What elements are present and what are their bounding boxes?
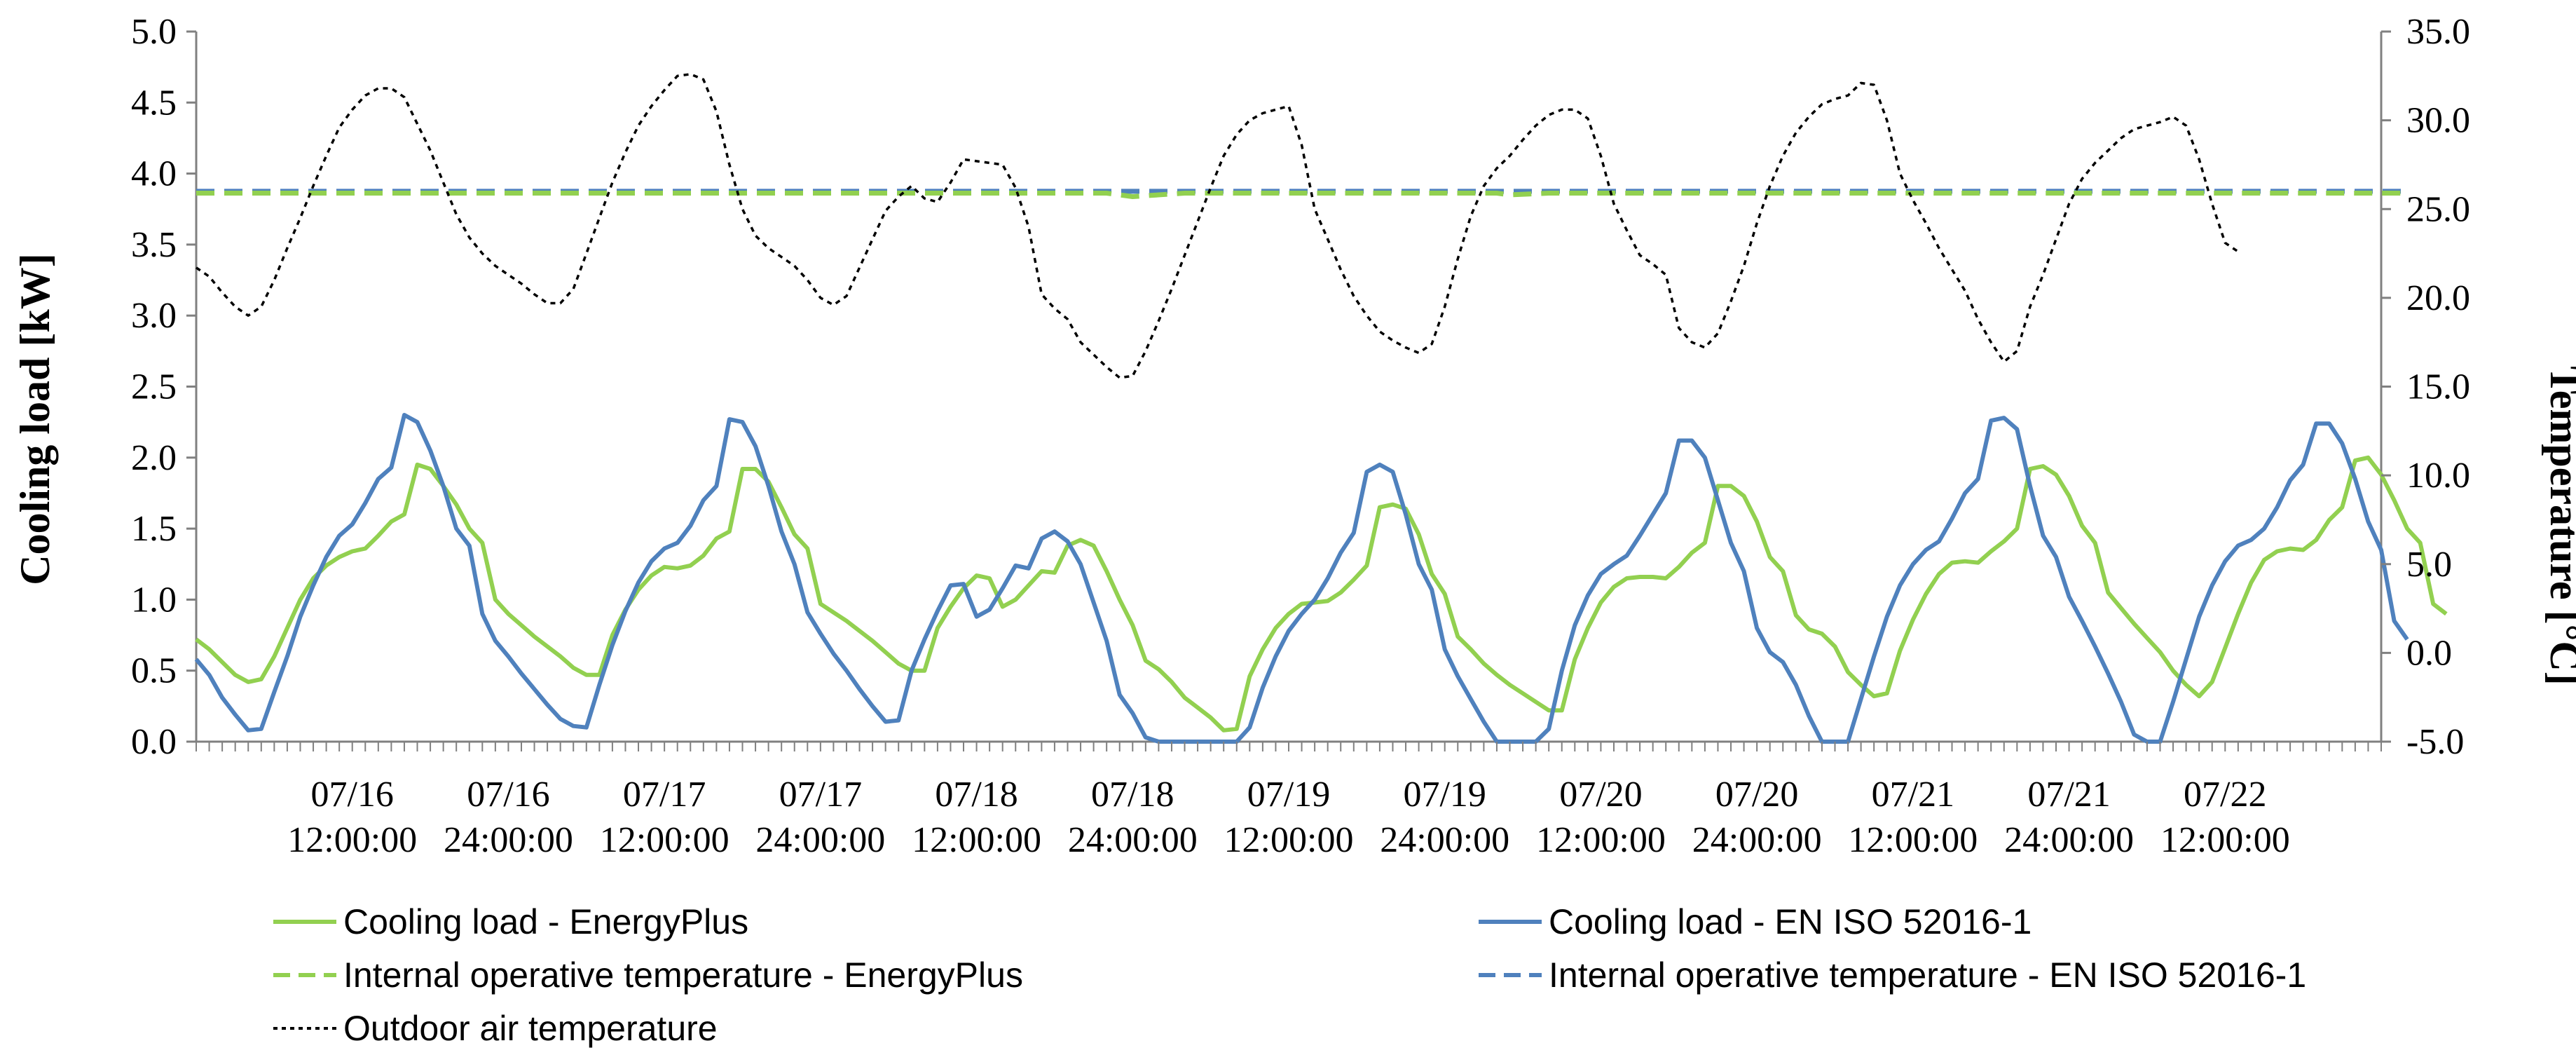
legend-item-outdoor-temp: Outdoor air temperature — [273, 1004, 718, 1053]
y-tick-label: 2.0 — [131, 438, 177, 478]
x-tick-label-date: 07/17 — [779, 775, 862, 815]
legend-label: Internal operative temperature - EN ISO … — [1549, 955, 2307, 995]
x-tick-label-date: 07/19 — [1403, 775, 1486, 815]
x-tick-label-date: 07/20 — [1715, 775, 1798, 815]
x-axis-ticks: 07/16 12:00:00 07/16 24:00:00 07/17 12:00:00 0… — [196, 742, 2382, 860]
x-tick-label-date: 07/22 — [2184, 775, 2266, 815]
legend-label: Outdoor air temperature — [343, 1009, 718, 1048]
x-tick-label-time: 24:00:00 — [1692, 820, 1822, 860]
series-line-1 — [194, 413, 2409, 744]
y-tick-label: 5.0 — [131, 12, 177, 52]
y2-tick-label: 35.0 — [2406, 12, 2470, 52]
legend-label: Cooling load - EN ISO 52016-1 — [1549, 902, 2032, 941]
legend-item-energyplus-load: Cooling load - EnergyPlus — [273, 897, 748, 946]
y-axis-title: Cooling load [kW] — [12, 253, 58, 585]
x-tick-label-time: 24:00:00 — [755, 820, 885, 860]
x-tick-label-time: 12:00:00 — [1224, 820, 1354, 860]
y-tick-label: 4.5 — [131, 83, 177, 123]
legend-label: Cooling load - EnergyPlus — [343, 902, 749, 941]
left-axis-ticks: 0.0 0.5 1.0 1.5 2.0 2.5 3.0 3.5 4.0 4.5 5.0 — [131, 12, 196, 762]
x-tick-label-date: 07/17 — [623, 775, 706, 815]
x-tick-label-date: 07/20 — [1559, 775, 1642, 815]
x-tick-label-date: 07/16 — [310, 775, 393, 815]
legend-swatch — [273, 920, 336, 924]
legend-swatch — [1479, 920, 1542, 924]
y-tick-label: 2.5 — [131, 367, 177, 407]
y-tick-label: 1.5 — [131, 509, 177, 549]
y-tick-label: 1.0 — [131, 580, 177, 620]
x-tick-label-date: 07/21 — [2027, 775, 2110, 815]
y-tick-label: 3.0 — [131, 296, 177, 336]
y-tick-label: 4.0 — [131, 154, 177, 194]
x-tick-label-time: 24:00:00 — [1380, 820, 1509, 860]
legend-item-iso-load: Cooling load - EN ISO 52016-1 — [1479, 897, 2032, 946]
legend-swatch — [1479, 973, 1542, 977]
legend-item-energyplus-temp: Internal operative temperature - EnergyP… — [273, 951, 1023, 1000]
x-tick-label-date: 07/21 — [1872, 775, 1954, 815]
x-tick-label-time: 24:00:00 — [2004, 820, 2134, 860]
y2-tick-label: 5.0 — [2406, 545, 2452, 585]
x-tick-label-time: 24:00:00 — [1068, 820, 1198, 860]
plot-area — [194, 32, 2448, 744]
series-line-0 — [195, 455, 2448, 733]
y2-axis-title: Temperature [°C] — [2542, 366, 2576, 686]
legend-item-iso-temp: Internal operative temperature - EN ISO … — [1479, 951, 2306, 1000]
x-tick-label-date: 07/16 — [467, 775, 549, 815]
y2-tick-label: -5.0 — [2406, 722, 2464, 762]
y-tick-label: 0.0 — [131, 722, 177, 762]
y-tick-label: 3.5 — [131, 225, 177, 265]
y2-tick-label: 0.0 — [2406, 633, 2452, 673]
y2-tick-label: 20.0 — [2406, 278, 2470, 318]
x-tick-label-time: 12:00:00 — [912, 820, 1041, 860]
x-tick-label-time: 24:00:00 — [444, 820, 573, 860]
x-tick-label-time: 12:00:00 — [287, 820, 417, 860]
x-tick-label-time: 12:00:00 — [1848, 820, 1978, 860]
legend-swatch — [273, 1027, 336, 1030]
legend-label: Internal operative temperature - EnergyP… — [343, 955, 1023, 995]
x-tick-label-date: 07/19 — [1247, 775, 1330, 815]
y-tick-label: 0.5 — [131, 651, 177, 691]
y2-tick-label: 10.0 — [2406, 456, 2470, 496]
x-tick-label-time: 12:00:00 — [1536, 820, 1666, 860]
y2-tick-label: 30.0 — [2406, 101, 2470, 141]
legend-swatch — [273, 973, 336, 977]
y2-tick-label: 15.0 — [2406, 367, 2470, 407]
series-line-2 — [196, 191, 2408, 199]
x-tick-label-date: 07/18 — [935, 775, 1018, 815]
y2-tick-label: 25.0 — [2406, 189, 2470, 229]
series-line-4 — [196, 73, 2239, 379]
right-axis-ticks: -5.0 0.0 5.0 10.0 15.0 20.0 25.0 30.0 35.0 — [2381, 12, 2470, 762]
x-tick-label-date: 07/18 — [1091, 775, 1174, 815]
legend: Cooling load - EnergyPlus Cooling load -… — [273, 897, 2516, 1058]
x-tick-label-time: 12:00:00 — [600, 820, 729, 860]
x-tick-label-time: 12:00:00 — [2160, 820, 2290, 860]
